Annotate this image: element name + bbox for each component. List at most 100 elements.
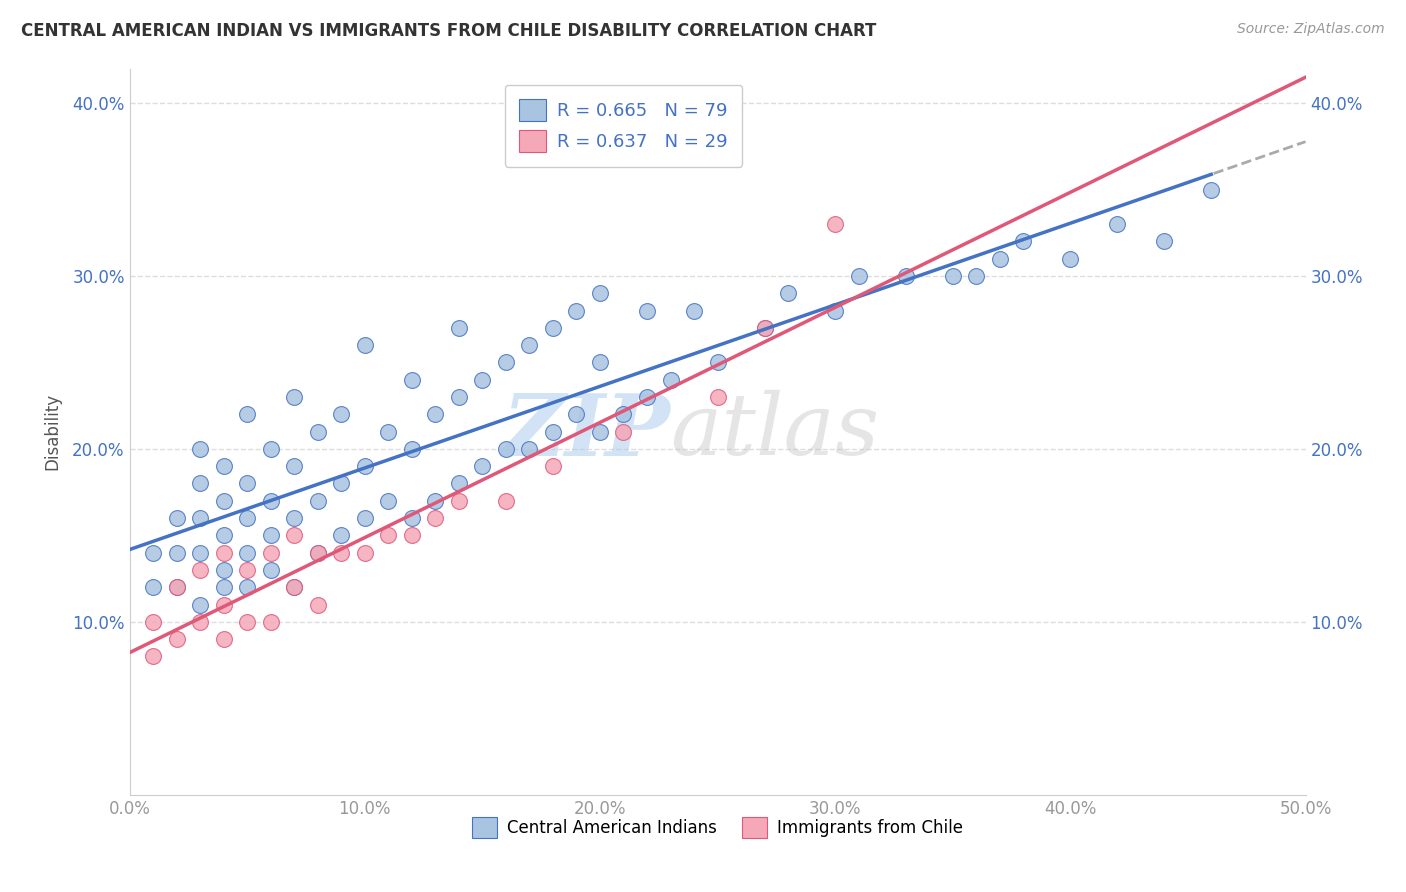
Point (142, 615, 165, 629)
Point (188, 442, 211, 456)
Point (307, 546, 329, 560)
Point (188, 511, 211, 525)
Point (1153, 235, 1175, 249)
Point (188, 598, 211, 612)
Point (401, 373, 423, 387)
Point (894, 268, 917, 283)
Point (212, 632, 235, 646)
Point (754, 321, 776, 335)
Point (447, 493, 470, 508)
Point (283, 580, 305, 594)
Point (425, 493, 447, 508)
Point (188, 546, 211, 560)
Point (307, 493, 329, 508)
Point (353, 459, 375, 474)
Point (188, 615, 211, 629)
Point (965, 268, 987, 283)
Point (942, 268, 965, 283)
Point (260, 615, 283, 629)
Point (236, 615, 259, 629)
Point (778, 286, 800, 301)
Point (283, 390, 305, 404)
Point (447, 476, 470, 491)
Point (1059, 252, 1081, 266)
Text: ZIP: ZIP (502, 390, 671, 474)
Point (471, 373, 494, 387)
Point (260, 546, 283, 560)
Point (589, 355, 612, 369)
Point (283, 580, 305, 594)
Point (541, 425, 564, 439)
Text: CENTRAL AMERICAN INDIAN VS IMMIGRANTS FROM CHILE DISABILITY CORRELATION CHART: CENTRAL AMERICAN INDIAN VS IMMIGRANTS FR… (21, 22, 876, 40)
Point (236, 546, 259, 560)
Point (589, 425, 612, 439)
Point (754, 321, 776, 335)
Point (307, 598, 329, 612)
Point (1107, 217, 1129, 231)
Point (166, 632, 188, 646)
Point (212, 580, 235, 594)
Text: Source: ZipAtlas.com: Source: ZipAtlas.com (1237, 22, 1385, 37)
Point (377, 528, 399, 542)
Point (212, 459, 235, 474)
Point (212, 493, 235, 508)
Point (495, 493, 517, 508)
Text: atlas: atlas (671, 391, 880, 473)
Point (565, 407, 588, 421)
Point (1012, 235, 1035, 249)
Point (425, 407, 447, 421)
Point (353, 546, 375, 560)
Point (283, 459, 305, 474)
Point (236, 580, 259, 594)
Point (519, 442, 541, 456)
Point (212, 528, 235, 542)
Point (166, 580, 188, 594)
Point (212, 598, 235, 612)
Point (612, 425, 634, 439)
Point (401, 511, 423, 525)
Point (353, 338, 375, 352)
Point (260, 442, 283, 456)
Point (330, 476, 353, 491)
Point (636, 303, 658, 318)
Point (212, 546, 235, 560)
Point (471, 459, 494, 474)
Point (330, 407, 353, 421)
Point (706, 355, 728, 369)
Point (260, 563, 283, 577)
Point (283, 528, 305, 542)
Point (188, 476, 211, 491)
Point (377, 493, 399, 508)
Point (236, 511, 259, 525)
Point (495, 355, 517, 369)
Point (142, 546, 165, 560)
Point (260, 493, 283, 508)
Y-axis label: Disability: Disability (44, 393, 60, 470)
Point (330, 528, 353, 542)
Point (612, 407, 634, 421)
Point (988, 252, 1011, 266)
Point (541, 459, 564, 474)
Point (166, 511, 188, 525)
Point (188, 563, 211, 577)
Point (236, 407, 259, 421)
Point (401, 442, 423, 456)
Point (636, 390, 658, 404)
Point (283, 511, 305, 525)
Point (425, 511, 447, 525)
Point (142, 580, 165, 594)
Point (565, 303, 588, 318)
Point (401, 528, 423, 542)
Point (495, 442, 517, 456)
Point (212, 563, 235, 577)
Point (541, 321, 564, 335)
Point (519, 338, 541, 352)
Point (824, 217, 846, 231)
Point (236, 476, 259, 491)
Point (166, 580, 188, 594)
Point (1201, 183, 1223, 197)
Point (706, 390, 728, 404)
Point (683, 303, 706, 318)
Point (589, 286, 612, 301)
Point (353, 511, 375, 525)
